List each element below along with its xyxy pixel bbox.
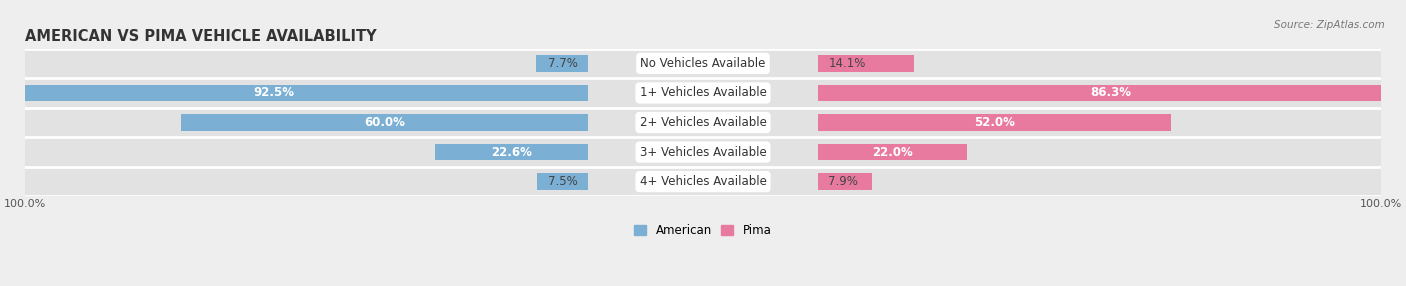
Text: 60.0%: 60.0%	[364, 116, 405, 129]
Bar	[818, 144, 967, 160]
Text: AMERICAN VS PIMA VEHICLE AVAILABILITY: AMERICAN VS PIMA VEHICLE AVAILABILITY	[25, 29, 377, 44]
Text: 3+ Vehicles Available: 3+ Vehicles Available	[640, 146, 766, 158]
Bar	[818, 114, 1171, 131]
Text: 4+ Vehicles Available: 4+ Vehicles Available	[640, 175, 766, 188]
Legend: American, Pima: American, Pima	[630, 220, 776, 242]
Text: 22.6%: 22.6%	[491, 146, 531, 158]
Bar	[818, 174, 872, 190]
Bar	[25, 78, 1381, 108]
Bar	[25, 49, 1381, 78]
Text: 14.1%: 14.1%	[828, 57, 866, 70]
Bar	[181, 114, 588, 131]
Text: 86.3%: 86.3%	[1090, 86, 1132, 100]
Bar	[818, 55, 914, 72]
Text: 7.7%: 7.7%	[548, 57, 578, 70]
Bar	[0, 85, 588, 101]
Text: 22.0%: 22.0%	[872, 146, 912, 158]
Bar	[434, 144, 588, 160]
Bar	[537, 174, 588, 190]
Bar	[536, 55, 588, 72]
Bar	[25, 167, 1381, 196]
Text: 1+ Vehicles Available: 1+ Vehicles Available	[640, 86, 766, 100]
Text: 92.5%: 92.5%	[254, 86, 295, 100]
Bar	[25, 137, 1381, 167]
Text: 7.9%: 7.9%	[828, 175, 858, 188]
Bar	[818, 85, 1403, 101]
Text: Source: ZipAtlas.com: Source: ZipAtlas.com	[1274, 20, 1385, 30]
Text: 7.5%: 7.5%	[548, 175, 578, 188]
Bar	[25, 108, 1381, 137]
Text: 52.0%: 52.0%	[974, 116, 1015, 129]
Text: 2+ Vehicles Available: 2+ Vehicles Available	[640, 116, 766, 129]
Text: No Vehicles Available: No Vehicles Available	[640, 57, 766, 70]
